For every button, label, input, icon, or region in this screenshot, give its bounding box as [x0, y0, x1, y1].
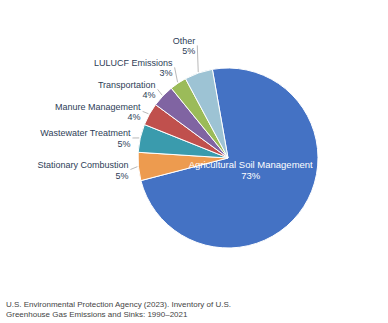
leader-line: [143, 111, 149, 113]
data-label: 5%: [182, 46, 195, 56]
slice-label: LULUCF Emissions: [94, 58, 173, 68]
slices: [138, 68, 318, 248]
leader-line: [197, 45, 199, 72]
data-label: 5%: [115, 171, 128, 181]
slice-label: Wastewater Treatment: [40, 128, 131, 138]
footnote-line: U.S. Environmental Protection Agency (20…: [6, 300, 231, 309]
slice-label: Transportation: [98, 80, 156, 90]
footnote-line: Greenhouse Gas Emissions and Sinks: 1990…: [6, 310, 188, 319]
labels: Agricultural Soil Management73% Stationar…: [37, 36, 313, 181]
slice-label: Stationary Combustion: [37, 160, 128, 170]
slice-label: Agricultural Soil Management: [189, 159, 313, 170]
chart: Agricultural Soil Management73% Stationar…: [0, 0, 388, 323]
data-label: 5%: [117, 139, 130, 149]
data-label: 73%: [241, 170, 261, 181]
slice-label: Manure Management: [55, 102, 141, 112]
leader-line: [132, 137, 139, 138]
data-label: 3%: [160, 68, 173, 78]
data-label: 4%: [143, 90, 156, 100]
slice-label: Other: [173, 36, 196, 46]
leader-line: [158, 89, 163, 95]
slice: [185, 69, 228, 158]
data-label: 4%: [128, 112, 141, 122]
leader-line: [175, 67, 178, 82]
leader-line: [130, 167, 137, 170]
footnote: U.S. Environmental Protection Agency (20…: [6, 300, 231, 319]
